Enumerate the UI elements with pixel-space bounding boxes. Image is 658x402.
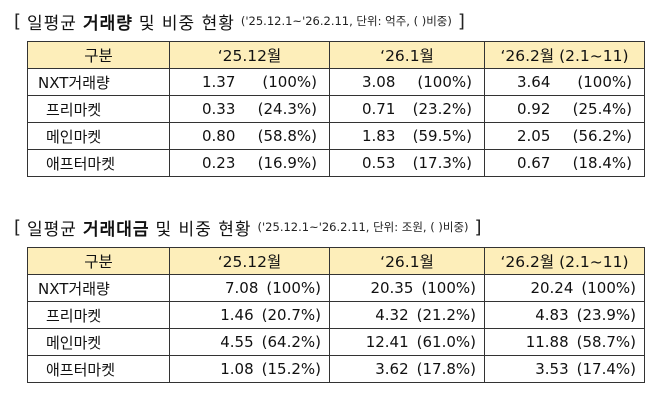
- cell-value: 1.46: [220, 306, 254, 324]
- row-label: 애프터마켓: [27, 355, 170, 383]
- cell-value: 0.23: [202, 154, 236, 172]
- row-label: 메인마켓: [27, 328, 170, 356]
- bracket-open: [: [14, 10, 22, 32]
- cell-share: (100%): [266, 279, 321, 297]
- cell-value: 7.08: [225, 279, 259, 297]
- title-prefix: 일평균: [27, 13, 77, 34]
- cell-share: (100%): [577, 73, 632, 91]
- cell-value: 0.80: [202, 127, 236, 145]
- cell-value: 20.35: [370, 279, 414, 297]
- cell-share: (17.3%): [412, 154, 472, 172]
- cell-value: 0.92: [517, 100, 551, 118]
- cell-share: (17.4%): [576, 360, 636, 378]
- cell-share: (24.3%): [257, 100, 317, 118]
- table-row: 프리마켓 1.46 (20.7%) 4.32 (21.2%) 4.83 (23.9%): [27, 301, 645, 329]
- cell-share: (17.8%): [416, 360, 476, 378]
- row-label: 애프터마켓: [27, 149, 170, 177]
- cell-share: (56.2%): [572, 127, 632, 145]
- table-header-row: 구분 ‘25.12월 ‘26.1월 ‘26.2월 (2.1~11): [27, 41, 645, 69]
- title-note: ('25.12.1~'26.2.11, 단위: 억주, ( )비중): [240, 14, 452, 28]
- row-label: 프리마켓: [27, 95, 170, 123]
- cell-share: (100%): [262, 73, 317, 91]
- cell-share: (58.8%): [257, 127, 317, 145]
- cell-share: (20.7%): [261, 306, 321, 324]
- cell-share: (25.4%): [572, 100, 632, 118]
- title-suffix: 및 비중 현황: [138, 13, 235, 34]
- cell-value: 12.41: [365, 333, 409, 351]
- header-category: 구분: [27, 41, 170, 69]
- cell-value: 1.83: [362, 127, 396, 145]
- cell-value: 0.71: [362, 100, 396, 118]
- header-category: 구분: [27, 247, 170, 275]
- cell-value: 4.32: [375, 306, 409, 324]
- table-row: NXT거래량 7.08 (100%) 20.35 (100%) 20.24 (100%…: [27, 274, 645, 302]
- title-note: ('25.12.1~'26.2.11, 단위: 조원, ( )비중): [257, 220, 469, 234]
- title-suffix: 및 비중 현황: [155, 219, 252, 240]
- table-row: 프리마켓 0.33 (24.3%) 0.71 (23.2%) 0.92 (25.4%): [27, 95, 645, 123]
- row-label: NXT거래량: [27, 274, 170, 302]
- cell-share: (23.2%): [412, 100, 472, 118]
- bracket-open: [: [14, 216, 22, 238]
- header-feb-2026: ‘26.2월 (2.1~11): [484, 247, 645, 275]
- cell-value: 11.88: [525, 333, 569, 351]
- cell-share: (58.7%): [576, 333, 636, 351]
- bracket-close: ]: [457, 10, 465, 32]
- header-dec-2025: ‘25.12월: [169, 41, 330, 69]
- title-prefix: 일평균: [27, 219, 77, 240]
- table-row: 메인마켓 0.80 (58.8%) 1.83 (59.5%) 2.05 (56.2%): [27, 122, 645, 150]
- cell-value: 20.24: [530, 279, 574, 297]
- row-label: NXT거래량: [27, 68, 170, 96]
- header-feb-2026: ‘26.2월 (2.1~11): [484, 41, 645, 69]
- cell-share: (100%): [581, 279, 636, 297]
- cell-share: (18.4%): [572, 154, 632, 172]
- cell-value: 0.67: [517, 154, 551, 172]
- table-row: NXT거래량 1.37 (100%) 3.08 (100%) 3.64 (100%): [27, 68, 645, 96]
- cell-share: (100%): [421, 279, 476, 297]
- cell-value: 3.53: [535, 360, 569, 378]
- cell-share: (100%): [417, 73, 472, 91]
- table-row: 메인마켓 4.55 (64.2%) 12.41 (61.0%) 11.88 (58.7…: [27, 328, 645, 356]
- cell-share: (16.9%): [257, 154, 317, 172]
- table-header-row: 구분 ‘25.12월 ‘26.1월 ‘26.2월 (2.1~11): [27, 247, 645, 275]
- header-jan-2026: ‘26.1월: [329, 247, 485, 275]
- cell-value: 0.33: [202, 100, 236, 118]
- table-row: 애프터마켓 0.23 (16.9%) 0.53 (17.3%) 0.67 (18.4%…: [27, 149, 645, 177]
- volume-section-title: [ 일평균 거래량 및 비중 현황 ('25.12.1~'26.2.11, 단위…: [14, 6, 465, 36]
- row-label: 프리마켓: [27, 301, 170, 329]
- volume-table: 구분 ‘25.12월 ‘26.1월 ‘26.2월 (2.1~11) NXT거래량…: [27, 41, 645, 177]
- cell-value: 4.83: [535, 306, 569, 324]
- cell-value: 3.62: [375, 360, 409, 378]
- cell-share: (61.0%): [416, 333, 476, 351]
- cell-value: 0.53: [362, 154, 396, 172]
- value-table: 구분 ‘25.12월 ‘26.1월 ‘26.2월 (2.1~11) NXT거래량…: [27, 247, 645, 383]
- table-row: 애프터마켓 1.08 (15.2%) 3.62 (17.8%) 3.53 (17.4%…: [27, 355, 645, 383]
- header-jan-2026: ‘26.1월: [329, 41, 485, 69]
- cell-share: (21.2%): [416, 306, 476, 324]
- cell-share: (15.2%): [261, 360, 321, 378]
- title-keyword: 거래량: [82, 13, 133, 34]
- cell-value: 2.05: [517, 127, 551, 145]
- cell-value: 1.08: [220, 360, 254, 378]
- cell-value: 4.55: [220, 333, 254, 351]
- cell-value: 1.37: [202, 73, 236, 91]
- title-keyword: 거래대금: [82, 219, 150, 240]
- cell-value: 3.64: [517, 73, 551, 91]
- value-section-title: [ 일평균 거래대금 및 비중 현황 ('25.12.1~'26.2.11, 단…: [14, 212, 482, 242]
- header-dec-2025: ‘25.12월: [169, 247, 330, 275]
- cell-share: (23.9%): [576, 306, 636, 324]
- cell-share: (64.2%): [261, 333, 321, 351]
- row-label: 메인마켓: [27, 122, 170, 150]
- cell-value: 3.08: [362, 73, 396, 91]
- bracket-close: ]: [474, 216, 482, 238]
- cell-share: (59.5%): [412, 127, 472, 145]
